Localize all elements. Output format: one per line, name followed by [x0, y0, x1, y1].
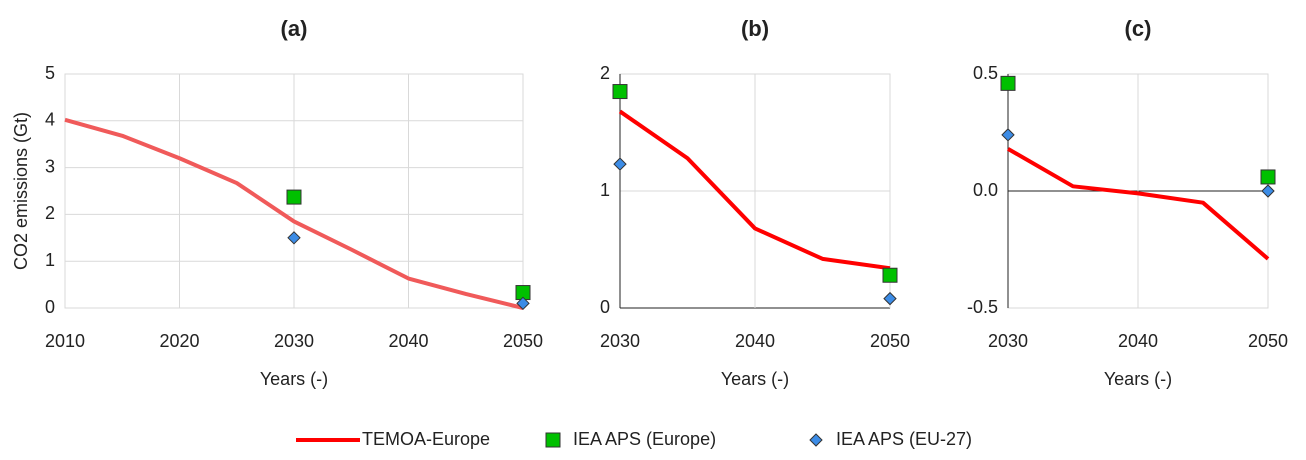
legend-label: TEMOA-Europe — [362, 429, 490, 449]
chart-title: (a) — [281, 16, 308, 41]
square-marker — [1000, 75, 1016, 91]
chart-title: (b) — [741, 16, 769, 41]
y-tick-label: -0.5 — [967, 297, 998, 317]
y-axis-label: CO2 emissions (Gt) — [11, 112, 31, 270]
y-tick-label: 0.0 — [973, 180, 998, 200]
diamond-marker — [287, 231, 301, 245]
y-tick-label: 1 — [600, 180, 610, 200]
y-tick-label: 1 — [45, 250, 55, 270]
diamond-marker — [809, 433, 823, 447]
diamond-marker — [1001, 128, 1015, 142]
diamond-marker — [1261, 184, 1275, 198]
y-tick-label: 5 — [45, 63, 55, 83]
x-tick-label: 2030 — [600, 331, 640, 351]
square-marker — [286, 189, 302, 205]
diamond-marker — [613, 157, 627, 171]
square-marker — [1260, 169, 1276, 185]
x-axis-label: Years (-) — [721, 369, 789, 389]
x-tick-label: 2050 — [870, 331, 910, 351]
y-tick-label: 2 — [45, 203, 55, 223]
y-tick-label: 0 — [600, 297, 610, 317]
y-tick-label: 0.5 — [973, 63, 998, 83]
series-line — [1007, 147, 1270, 261]
x-tick-label: 2050 — [503, 331, 543, 351]
diamond-marker — [883, 291, 897, 306]
legend-label: IEA APS (Europe) — [573, 429, 716, 449]
y-tick-label: 2 — [600, 63, 610, 83]
x-axis-label: Years (-) — [1104, 369, 1172, 389]
square-marker — [612, 84, 628, 100]
x-tick-label: 2040 — [735, 331, 775, 351]
x-tick-label: 2030 — [274, 331, 314, 351]
x-tick-label: 2030 — [988, 331, 1028, 351]
series-line — [618, 109, 891, 271]
x-tick-label: 2010 — [45, 331, 85, 351]
series-line — [64, 117, 524, 310]
chart-title: (c) — [1125, 16, 1152, 41]
y-tick-label: 0 — [45, 297, 55, 317]
x-tick-label: 2040 — [388, 331, 428, 351]
square-marker — [545, 432, 561, 448]
x-axis-label: Years (-) — [260, 369, 328, 389]
square-marker — [882, 267, 898, 283]
y-tick-label: 3 — [45, 156, 55, 176]
x-tick-label: 2040 — [1118, 331, 1158, 351]
legend-label: IEA APS (EU-27) — [836, 429, 972, 449]
diamond-marker — [516, 296, 530, 311]
x-tick-label: 2020 — [159, 331, 199, 351]
x-tick-label: 2050 — [1248, 331, 1288, 351]
y-tick-label: 4 — [45, 110, 55, 130]
